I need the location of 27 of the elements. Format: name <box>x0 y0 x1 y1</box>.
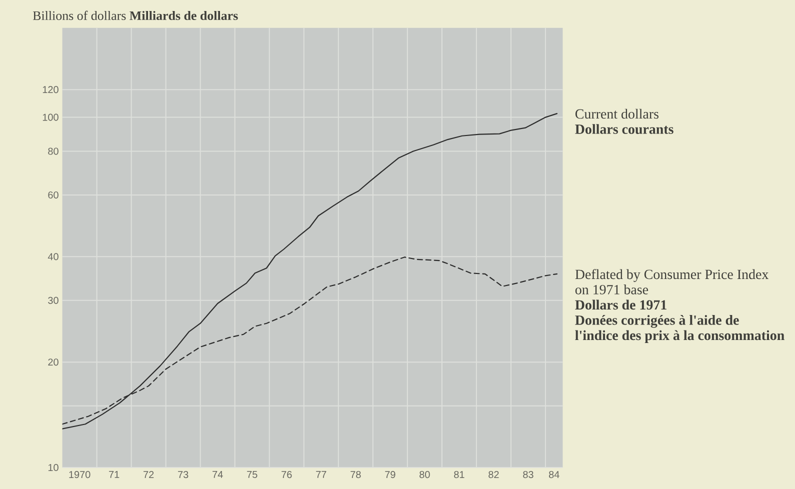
x-tick-label: 83 <box>523 470 534 478</box>
y-tick-label: 100 <box>42 114 58 121</box>
x-tick-label: 78 <box>350 470 361 478</box>
series-label: Current dollars Dollars courants <box>575 108 674 134</box>
x-tick-label: 84 <box>548 470 560 478</box>
x-tick-label: 72 <box>144 470 154 478</box>
series-label: Deflated by Consumer Price Index on 1971 base Dollars de 1971 Donées corrigées à l'aide de l'indice des prix à la consommation <box>575 268 784 343</box>
y-tick-label: 20 <box>48 358 58 366</box>
x-tick-label: 77 <box>316 470 326 478</box>
x-tick-label: 71 <box>109 470 120 478</box>
x-tick-label: 73 <box>178 470 188 478</box>
x-tick-label: 76 <box>282 470 292 478</box>
x-tick-label: 75 <box>247 470 258 478</box>
y-tick-label: 80 <box>48 147 58 155</box>
y-tick-label: 120 <box>42 86 58 93</box>
y-tick-label: 40 <box>48 252 58 260</box>
y-axis-title: Billions of dollars Milliards de dollars <box>32 10 238 20</box>
y-tick-label: 60 <box>48 191 58 198</box>
y-tick-label: 10 <box>48 464 58 471</box>
x-tick-label: 82 <box>488 470 499 478</box>
y-tick-label: 30 <box>48 296 58 304</box>
x-tick-label: 79 <box>385 470 396 478</box>
line-series <box>62 112 558 430</box>
x-tick-label: 81 <box>454 470 464 478</box>
x-tick-label: 1970 <box>69 470 90 478</box>
x-tick-label: 80 <box>420 470 430 478</box>
x-tick-label: 74 <box>212 470 223 478</box>
